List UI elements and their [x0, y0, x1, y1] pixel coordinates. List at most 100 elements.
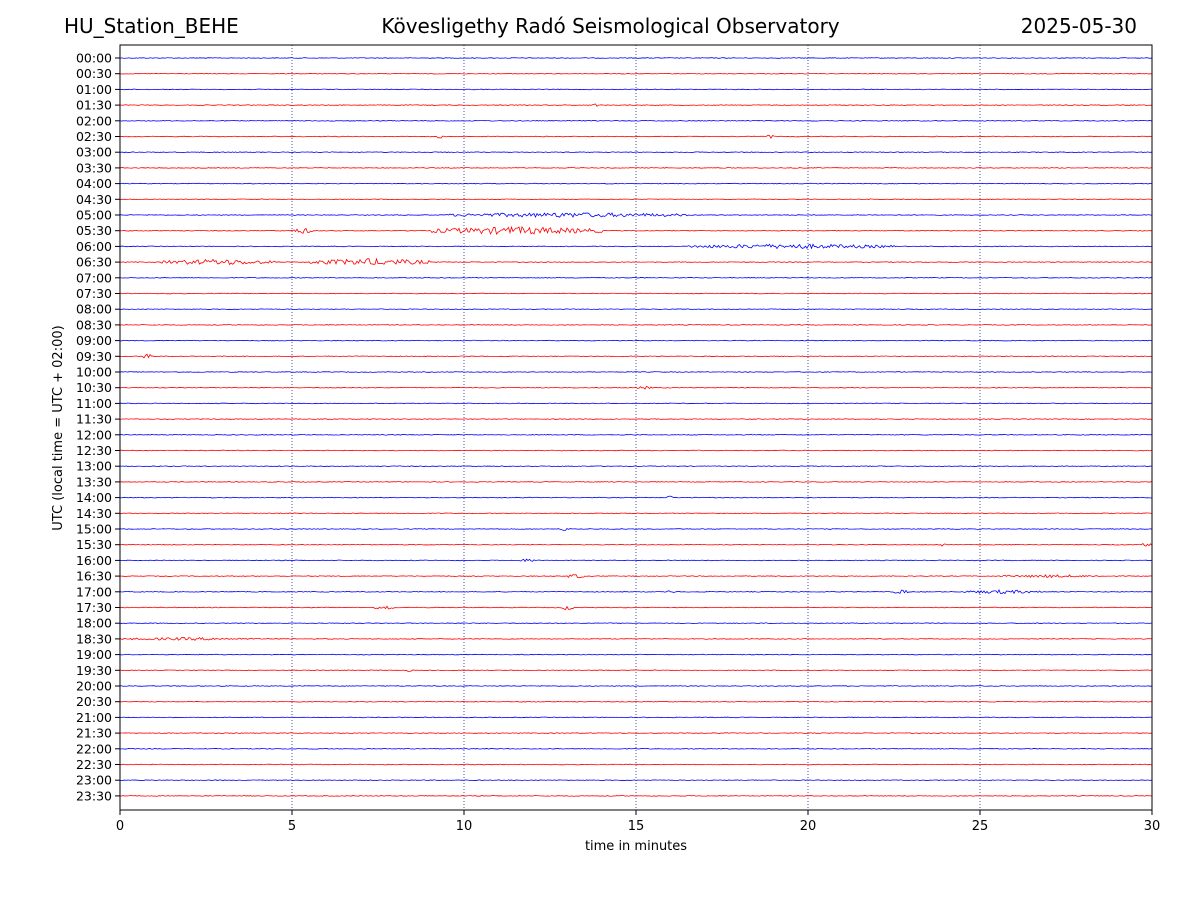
trace-0730 — [119, 292, 1153, 295]
chart-date: 2025-05-30 — [1020, 14, 1137, 38]
trace-0200 — [119, 120, 1153, 122]
y-tick-label: 07:00 — [76, 270, 112, 285]
y-tick-label: 06:30 — [76, 255, 112, 270]
station-name: HU_Station_BEHE — [64, 14, 239, 38]
trace-0830 — [119, 324, 1153, 326]
trace-2300 — [119, 779, 1153, 781]
trace-2100 — [119, 716, 1153, 719]
trace-0400 — [119, 182, 1153, 185]
y-tick-label: 09:30 — [76, 349, 112, 364]
trace-0900 — [119, 339, 1153, 342]
trace-0600 — [119, 243, 1153, 250]
y-tick-label: 20:30 — [76, 694, 112, 709]
y-tick-label: 06:00 — [76, 239, 112, 254]
x-tick-label: 30 — [1144, 819, 1161, 834]
trace-1400 — [119, 495, 1153, 499]
trace-0100 — [119, 88, 1153, 91]
y-tick-label: 12:00 — [76, 427, 112, 442]
trace-1630 — [119, 574, 1153, 579]
y-tick-label: 16:30 — [76, 569, 112, 584]
y-tick-label: 11:30 — [76, 412, 112, 427]
y-axis-label: UTC (local time = UTC + 02:00) — [51, 325, 66, 530]
trace-1430 — [119, 512, 1152, 515]
y-tick-label: 02:00 — [76, 113, 112, 128]
y-tick-label: 19:30 — [76, 663, 112, 678]
y-tick-label: 13:00 — [76, 459, 112, 474]
x-tick-label: 10 — [456, 819, 473, 834]
trace-1830 — [119, 636, 1153, 641]
y-tick-label: 10:30 — [76, 380, 112, 395]
y-tick-label: 03:00 — [76, 145, 112, 160]
y-tick-label: 04:00 — [76, 176, 112, 191]
x-tick-label: 25 — [972, 819, 989, 834]
y-tick-label: 01:30 — [76, 98, 112, 113]
trace-2230 — [119, 763, 1153, 766]
y-tick-label: 08:00 — [76, 302, 112, 317]
trace-0530 — [119, 225, 1153, 236]
trace-1000 — [119, 371, 1153, 373]
trace-1330 — [119, 481, 1153, 483]
trace-0930 — [119, 353, 1153, 359]
trace-0630 — [119, 257, 1153, 266]
trace-0130 — [119, 103, 1153, 107]
y-tick-label: 00:30 — [76, 66, 112, 81]
y-tick-label: 16:00 — [76, 553, 112, 568]
x-tick-label: 5 — [288, 819, 296, 834]
x-tick-label: 15 — [628, 819, 645, 834]
y-tick-label: 22:30 — [76, 757, 112, 772]
trace-0500 — [119, 212, 1153, 219]
y-tick-label: 18:30 — [76, 631, 112, 646]
x-tick-label: 20 — [800, 819, 817, 834]
y-tick-label: 19:00 — [76, 647, 112, 662]
y-tick-label: 21:30 — [76, 726, 112, 741]
y-tick-label: 15:30 — [76, 537, 112, 552]
trace-0230 — [119, 134, 1153, 140]
y-tick-label: 17:00 — [76, 584, 112, 599]
y-tick-label: 18:00 — [76, 616, 112, 631]
trace-1300 — [119, 465, 1153, 467]
y-tick-label: 21:00 — [76, 710, 112, 725]
x-axis-ticks: 0 5 10 15 20 25 30 — [116, 810, 1160, 834]
y-tick-label: 01:00 — [76, 82, 112, 97]
y-tick-label: 09:00 — [76, 333, 112, 348]
trace-1700 — [119, 589, 1153, 595]
trace-2130 — [119, 732, 1153, 734]
y-tick-label: 23:00 — [76, 773, 112, 788]
y-tick-label: 15:00 — [76, 522, 112, 537]
y-tick-label: 14:00 — [76, 490, 112, 505]
trace-2330 — [119, 795, 1153, 797]
trace-1530 — [119, 543, 1153, 547]
seismogram-traces — [119, 57, 1153, 797]
y-tick-label: 00:00 — [76, 51, 112, 66]
trace-0300 — [119, 151, 1153, 153]
trace-0030 — [119, 72, 1153, 75]
x-axis-label: time in minutes — [585, 839, 687, 854]
y-tick-label: 05:00 — [76, 208, 112, 223]
trace-0800 — [119, 308, 1153, 310]
grid-lines — [291, 45, 981, 810]
trace-0430 — [119, 198, 1153, 201]
y-tick-label: 22:00 — [76, 741, 112, 756]
y-tick-label: 02:30 — [76, 129, 112, 144]
trace-1900 — [119, 653, 1153, 656]
chart-title: Kövesligethy Radó Seismological Observat… — [381, 14, 840, 38]
y-tick-label: 03:30 — [76, 160, 112, 175]
trace-1500 — [119, 527, 1153, 531]
y-tick-label: 13:30 — [76, 474, 112, 489]
trace-1930 — [119, 669, 1153, 672]
trace-0000 — [119, 57, 1153, 59]
y-tick-label: 20:00 — [76, 679, 112, 694]
trace-1130 — [119, 418, 1153, 420]
trace-1600 — [119, 558, 1153, 563]
trace-0700 — [119, 277, 1153, 279]
y-tick-label: 05:30 — [76, 223, 112, 238]
x-tick-label: 0 — [116, 819, 124, 834]
y-tick-label: 12:30 — [76, 443, 112, 458]
trace-1800 — [119, 622, 1153, 624]
trace-1200 — [119, 434, 1153, 436]
y-tick-label: 11:00 — [76, 396, 112, 411]
y-tick-label: 08:30 — [76, 317, 112, 332]
trace-1230 — [119, 449, 1153, 452]
y-tick-label: 14:30 — [76, 506, 112, 521]
